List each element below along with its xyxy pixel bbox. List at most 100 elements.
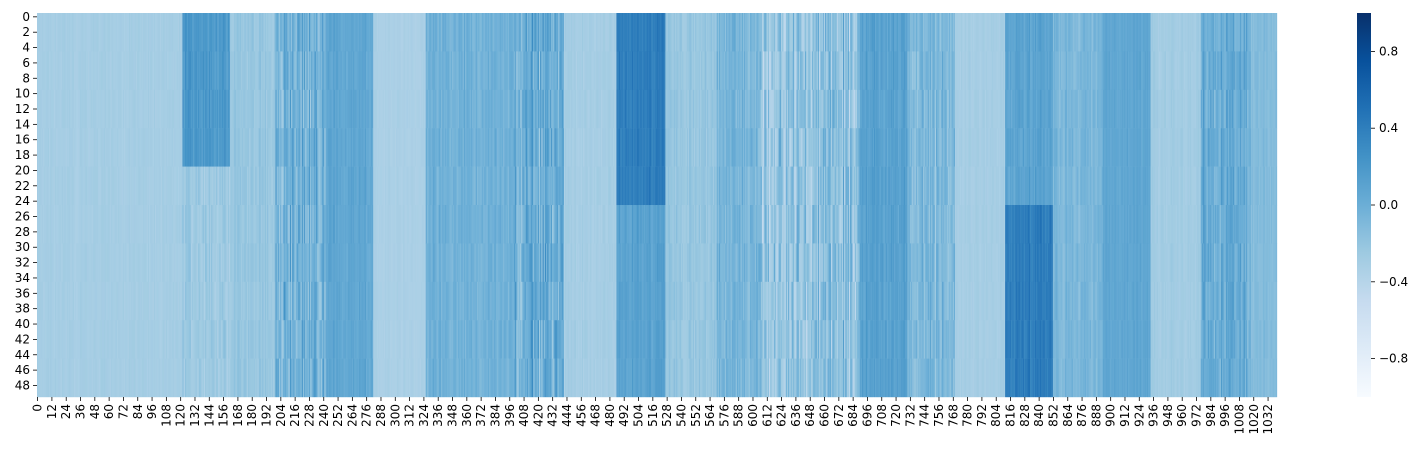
heatmap-cell: [221, 320, 224, 359]
heatmap-cell: [280, 13, 282, 52]
heatmap-cell: [404, 166, 406, 206]
heatmap-cell: [482, 243, 485, 282]
heatmap-cell: [362, 13, 364, 52]
heatmap-cell: [128, 13, 131, 52]
heatmap-cell: [164, 281, 166, 321]
heatmap-cell: [400, 320, 402, 359]
heatmap-cell: [287, 13, 289, 52]
heatmap-cell: [228, 128, 231, 167]
heatmap-cell: [525, 320, 528, 359]
heatmap-cell: [338, 51, 340, 90]
heatmap-cell: [144, 51, 146, 90]
heatmap-cell: [182, 128, 184, 167]
heatmap-cell: [230, 128, 232, 167]
heatmap-cell: [595, 358, 597, 398]
heatmap-cell: [215, 166, 218, 206]
heatmap-cell: [406, 320, 408, 359]
heatmap-cell: [558, 89, 560, 129]
heatmap-cell: [604, 205, 606, 244]
heatmap-cell: [217, 205, 219, 244]
heatmap-cell: [106, 128, 108, 167]
heatmap-cell: [369, 13, 371, 52]
heatmap-cell: [341, 205, 343, 244]
heatmap-cell: [50, 128, 52, 167]
heatmap-cell: [232, 51, 234, 90]
heatmap-cell: [320, 320, 323, 359]
heatmap-cell: [232, 205, 234, 244]
heatmap-cell: [468, 13, 470, 52]
heatmap-cell: [38, 13, 40, 52]
heatmap-cell: [462, 358, 464, 398]
heatmap-cell: [326, 358, 329, 398]
heatmap-cell: [456, 205, 459, 244]
heatmap-cell: [54, 281, 57, 321]
heatmap-cell: [343, 128, 345, 167]
heatmap-cell: [305, 128, 307, 167]
heatmap-cell: [556, 205, 559, 244]
heatmap-cell: [287, 89, 289, 129]
heatmap-cell: [510, 128, 512, 167]
heatmap-cell: [100, 358, 102, 398]
heatmap-cell: [472, 320, 474, 359]
heatmap-cell: [138, 128, 140, 167]
heatmap-cell: [81, 128, 83, 167]
heatmap-cell: [486, 128, 488, 167]
heatmap-cell: [306, 51, 308, 90]
heatmap-cell: [471, 205, 473, 244]
heatmap-cell: [114, 128, 116, 167]
heatmap-cell: [531, 243, 534, 282]
heatmap-cell: [157, 243, 159, 282]
heatmap-cell: [144, 205, 146, 244]
heatmap-cell: [144, 281, 146, 321]
heatmap-cell: [592, 358, 594, 398]
heatmap-cell: [361, 205, 363, 244]
heatmap-cell: [379, 243, 381, 282]
heatmap-cell: [132, 166, 134, 206]
heatmap-cell: [456, 243, 459, 282]
heatmap-cell: [440, 166, 442, 206]
heatmap-cell: [389, 358, 392, 398]
heatmap-cell: [45, 166, 47, 206]
heatmap-cell: [517, 166, 519, 206]
heatmap-cell: [48, 320, 51, 359]
heatmap-cell: [422, 358, 424, 398]
heatmap-cell: [311, 51, 313, 90]
heatmap-cell: [496, 51, 498, 90]
heatmap-cell: [550, 51, 553, 90]
heatmap-cell: [475, 13, 478, 52]
heatmap-cell: [77, 89, 79, 129]
heatmap-cell: [602, 13, 604, 52]
heatmap-cell: [88, 51, 90, 90]
heatmap-cell: [567, 51, 569, 90]
heatmap-cell: [65, 358, 67, 398]
heatmap-cell: [612, 243, 615, 282]
heatmap-cell: [250, 51, 252, 90]
heatmap-cell: [152, 281, 154, 321]
heatmap-cell: [316, 13, 318, 52]
heatmap-cell: [182, 89, 184, 129]
heatmap-cell: [438, 13, 441, 52]
heatmap-cell: [97, 281, 100, 321]
heatmap-cell: [543, 166, 546, 206]
heatmap-cell: [410, 320, 412, 359]
heatmap-cell: [276, 89, 278, 129]
heatmap-cell: [426, 128, 429, 167]
heatmap-cell: [592, 89, 594, 129]
heatmap-cell: [182, 358, 184, 398]
heatmap-cell: [294, 243, 296, 282]
heatmap-cell: [234, 205, 237, 244]
heatmap-cell: [40, 243, 42, 282]
heatmap-cell: [436, 243, 438, 282]
heatmap-cell: [228, 166, 231, 206]
heatmap-cell: [296, 320, 299, 359]
heatmap-cell: [70, 205, 72, 244]
heatmap-cell: [106, 51, 108, 90]
heatmap-cell: [350, 13, 352, 52]
heatmap-cell: [536, 358, 538, 398]
heatmap-cell: [345, 166, 348, 206]
heatmap-cell: [584, 205, 586, 244]
heatmap-cell: [109, 128, 112, 167]
heatmap-cell: [118, 89, 120, 129]
heatmap-cell: [389, 205, 392, 244]
heatmap-cell: [525, 281, 528, 321]
